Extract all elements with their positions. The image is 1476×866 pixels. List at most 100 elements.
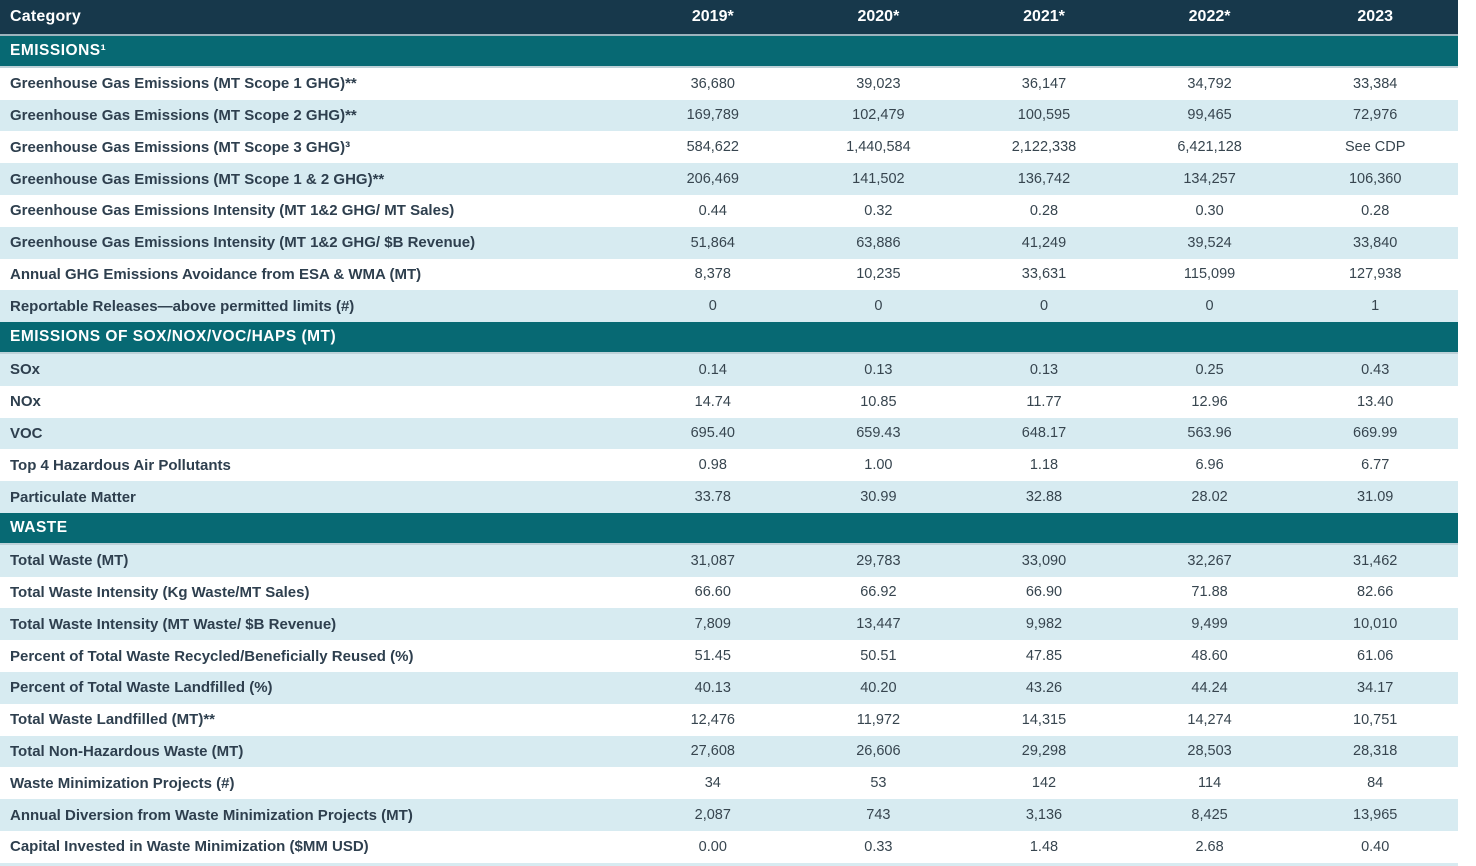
metric-value: 9,982 — [961, 608, 1127, 641]
metric-value: 0.30 — [1126, 194, 1293, 227]
metric-value: 12,476 — [630, 703, 796, 736]
section-header-row: WASTE — [0, 512, 1458, 545]
metric-value: N/A — [630, 862, 796, 866]
metric-value: 51,864 — [630, 226, 796, 259]
table-row: VOC 695.40 659.43 648.17 563.96 669.99 — [0, 417, 1458, 450]
metric-value: 28,503 — [1126, 735, 1293, 768]
metric-value: 14.74 — [630, 385, 796, 418]
metric-value: 3,136 — [961, 799, 1127, 831]
row-label: Capital Invested in Waste Minimization (… — [0, 830, 630, 863]
metric-value: 63,886 — [795, 226, 962, 259]
metric-value: 134,257 — [1126, 163, 1293, 195]
metric-value: 563.96 — [1126, 417, 1293, 450]
metric-value: 743 — [795, 799, 962, 831]
row-label: Total Non-Hazardous Waste (MT) — [0, 735, 630, 768]
table-row: Waste Minimization Projects (#) 34 53 142 11… — [0, 767, 1458, 800]
metric-value: 695.40 — [630, 417, 796, 450]
metric-value: 1,440,584 — [795, 131, 962, 164]
section-title: EMISSIONS¹ — [0, 35, 1458, 68]
table-row: Greenhouse Gas Emissions (MT Scope 1 & 2… — [0, 163, 1458, 195]
row-label: Total Waste Intensity (Kg Waste/MT Sales… — [0, 576, 630, 609]
table-row: Total Waste Intensity (Kg Waste/MT Sales… — [0, 576, 1458, 609]
metric-value: 169,789 — [630, 99, 796, 132]
metric-value: 40.13 — [630, 671, 796, 704]
metric-value: 39,524 — [1126, 226, 1293, 259]
metric-value: 51.45 — [630, 640, 796, 672]
metric-value: 0.14 — [630, 352, 796, 386]
metric-value: 648.17 — [961, 417, 1127, 450]
metric-value: 0.40 — [1292, 830, 1458, 863]
table-row: Greenhouse Gas Emissions (MT Scope 3 GHG… — [0, 131, 1458, 164]
metric-value: 0.32 — [795, 194, 962, 227]
row-label: Greenhouse Gas Emissions Intensity (MT 1… — [0, 194, 630, 227]
metric-value: 6.77 — [1292, 449, 1458, 482]
section-header-row: EMISSIONS¹ — [0, 35, 1458, 68]
table-row: Greenhouse Gas Emissions (MT Scope 1 GHG… — [0, 66, 1458, 100]
metric-value: 6.96 — [1126, 449, 1293, 482]
metric-value: 31.09 — [1292, 481, 1458, 513]
table-row: Landfill Free Sites (%)N/AN/AN/AN/A42 — [0, 862, 1458, 866]
row-label: Total Waste (MT) — [0, 543, 630, 577]
metric-value: 33,840 — [1292, 226, 1458, 259]
metric-value: 13,965 — [1292, 799, 1458, 831]
table-row: Greenhouse Gas Emissions (MT Scope 2 GHG… — [0, 99, 1458, 132]
metric-value: 100,595 — [961, 99, 1127, 132]
row-label: Percent of Total Waste Landfilled (%) — [0, 671, 630, 704]
metric-value: 33,631 — [961, 258, 1127, 291]
metric-value: 30.99 — [795, 481, 962, 513]
metric-value: 0.28 — [961, 194, 1127, 227]
metric-value: 127,938 — [1292, 258, 1458, 291]
metric-value: 669.99 — [1292, 417, 1458, 450]
table-row: NOx 14.74 10.85 11.77 12.96 13.40 — [0, 385, 1458, 418]
metric-value: 12.96 — [1126, 385, 1293, 418]
row-label: Top 4 Hazardous Air Pollutants — [0, 449, 630, 482]
metric-value: 141,502 — [795, 163, 962, 195]
metric-value: 11.77 — [961, 385, 1127, 418]
table-row: Percent of Total Waste Recycled/Benefici… — [0, 640, 1458, 672]
metric-value: 14,274 — [1126, 703, 1293, 736]
row-label: Greenhouse Gas Emissions (MT Scope 1 GHG… — [0, 66, 630, 100]
metric-value: 40.20 — [795, 671, 962, 704]
row-label: Greenhouse Gas Emissions (MT Scope 1 & 2… — [0, 163, 630, 195]
metric-value: 8,378 — [630, 258, 796, 291]
table-row: Reportable Releases—above permitted limi… — [0, 290, 1458, 323]
metric-value: 0 — [795, 290, 962, 323]
metric-value: 0.98 — [630, 449, 796, 482]
column-header-2019: 2019* — [630, 0, 796, 36]
section-header-row: EMISSIONS OF SOX/NOX/VOC/HAPS (MT) — [0, 322, 1458, 354]
column-header-category: Category — [0, 0, 630, 36]
table-row: Top 4 Hazardous Air Pollutants 0.98 1.00 1.… — [0, 449, 1458, 482]
metric-value: 34 — [630, 767, 796, 800]
metric-value: 27,608 — [630, 735, 796, 768]
table-row: Greenhouse Gas Emissions Intensity (MT 1… — [0, 194, 1458, 227]
metric-value: 42 — [1292, 862, 1458, 866]
row-label: Particulate Matter — [0, 481, 630, 513]
metric-value: 9,499 — [1126, 608, 1293, 641]
table-row: Total Non-Hazardous Waste (MT) 27,608 26,6… — [0, 735, 1458, 768]
metric-value: 39,023 — [795, 66, 962, 100]
metric-value: 28,318 — [1292, 735, 1458, 768]
table-row: Total Waste Landfilled (MT)** 12,476 11,97… — [0, 703, 1458, 736]
metric-value: 136,742 — [961, 163, 1127, 195]
metric-value: 0.00 — [630, 830, 796, 863]
metric-value: See CDP — [1292, 131, 1458, 164]
metric-value: 0.44 — [630, 194, 796, 227]
table-row: Annual GHG Emissions Avoidance from ESA … — [0, 258, 1458, 291]
metric-value: 50.51 — [795, 640, 962, 672]
metric-value: N/A — [795, 862, 962, 866]
row-label: SOx — [0, 352, 630, 386]
table-row: Greenhouse Gas Emissions Intensity (MT 1… — [0, 226, 1458, 259]
metric-value: 66.90 — [961, 576, 1127, 609]
metric-value: 114 — [1126, 767, 1293, 800]
metric-value: 29,298 — [961, 735, 1127, 768]
metric-value: 33,090 — [961, 543, 1127, 577]
metric-value: 0.28 — [1292, 194, 1458, 227]
metric-value: 10,235 — [795, 258, 962, 291]
table-row: Annual Diversion from Waste Minimization… — [0, 799, 1458, 831]
table-row: Total Waste Intensity (MT Waste/ $B Reve… — [0, 608, 1458, 641]
metric-value: 1 — [1292, 290, 1458, 323]
metric-value: 6,421,128 — [1126, 131, 1293, 164]
metric-value: 31,087 — [630, 543, 796, 577]
metric-value: 584,622 — [630, 131, 796, 164]
